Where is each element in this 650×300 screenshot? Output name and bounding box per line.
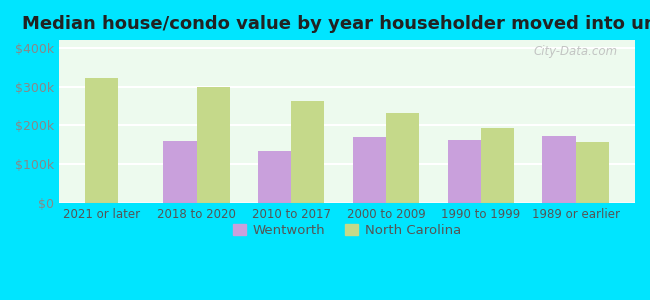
Bar	[543, 136, 576, 203]
Text: City-Data.com: City-Data.com	[534, 45, 618, 58]
Bar	[85, 78, 118, 203]
Bar	[386, 113, 419, 203]
Bar	[576, 142, 609, 203]
Bar	[163, 141, 196, 203]
Bar	[481, 128, 514, 203]
Bar	[291, 101, 324, 203]
Bar	[196, 87, 229, 203]
Bar	[258, 151, 291, 203]
Legend: Wentworth, North Carolina: Wentworth, North Carolina	[227, 218, 467, 242]
Bar	[448, 140, 481, 203]
Bar	[353, 137, 386, 203]
Title: Median house/condo value by year householder moved into unit: Median house/condo value by year househo…	[22, 15, 650, 33]
